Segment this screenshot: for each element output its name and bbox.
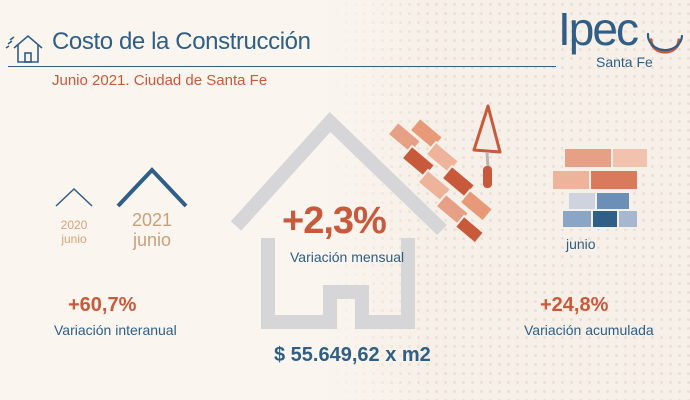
curr-month: junio xyxy=(132,230,172,250)
prev-year-label: 2020 junio xyxy=(54,218,94,246)
roof-2020-icon xyxy=(55,187,93,207)
curr-year: 2021 xyxy=(131,210,173,230)
page-title: Costo de la Construcción xyxy=(52,28,311,55)
logo-swoosh-icon xyxy=(646,32,684,54)
monthly-label: Variación mensual xyxy=(290,249,405,265)
accumulated-month: junio xyxy=(566,236,596,252)
bricks-icon xyxy=(386,116,495,245)
accumulated-value: +24,8% xyxy=(540,294,609,316)
page-subtitle: Junio 2021. Ciudad de Santa Fe xyxy=(52,72,268,89)
brick-stack-icon xyxy=(551,147,649,229)
interannual-value: +60,7% xyxy=(68,294,137,316)
accumulated-label: Variación acumulada xyxy=(524,322,654,338)
trowel-icon xyxy=(472,104,502,188)
house-outline-icon xyxy=(230,111,447,329)
logo: Ipec xyxy=(558,3,639,55)
interannual-label: Variación interanual xyxy=(54,322,177,338)
price-per-m2: $ 55.649,62 x m2 xyxy=(274,344,431,366)
header-divider xyxy=(8,66,556,67)
curr-year-label: 2021 junio xyxy=(122,210,182,250)
logo-subtitle: Santa Fe xyxy=(596,54,653,70)
house-header-icon xyxy=(5,34,43,63)
monthly-value: +2,3% xyxy=(282,200,387,242)
roof-2021-icon xyxy=(116,167,188,208)
prev-month: junio xyxy=(61,232,87,246)
prev-year: 2020 xyxy=(60,218,88,232)
